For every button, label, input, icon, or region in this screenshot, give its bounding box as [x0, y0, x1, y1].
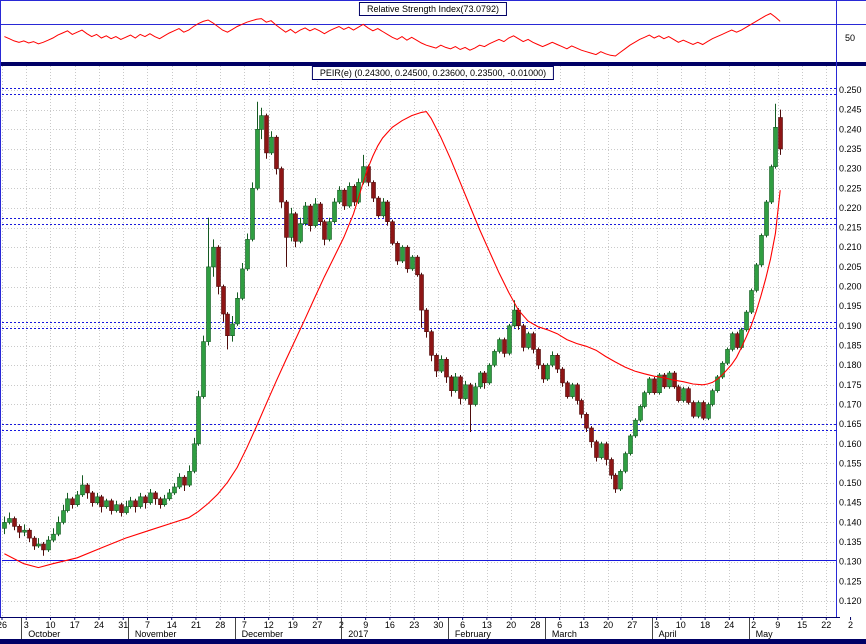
svg-text:27: 27: [312, 620, 322, 630]
ma-line: [4, 111, 781, 569]
svg-text:0.150: 0.150: [839, 478, 862, 488]
rsi-line: [4, 12, 781, 57]
svg-text:0.125: 0.125: [839, 576, 862, 586]
moving-average-line: [4, 111, 781, 569]
svg-text:7: 7: [242, 620, 247, 630]
svg-text:28: 28: [215, 620, 225, 630]
price-title-text: PEIR(e) (0.24300, 0.24500, 0.23600, 0.23…: [319, 68, 547, 78]
svg-text:0.180: 0.180: [839, 360, 862, 370]
svg-text:0.225: 0.225: [839, 183, 862, 193]
rsi-title-text: Relative Strength Index(73.0792): [366, 4, 500, 14]
svg-text:0.140: 0.140: [839, 517, 862, 527]
svg-text:17: 17: [70, 620, 80, 630]
svg-text:0.205: 0.205: [839, 262, 862, 272]
svg-text:0.190: 0.190: [839, 321, 862, 331]
svg-text:0.135: 0.135: [839, 537, 862, 547]
svg-text:May: May: [756, 629, 774, 639]
svg-text:2: 2: [848, 620, 853, 630]
svg-text:6: 6: [460, 620, 465, 630]
svg-text:24: 24: [94, 620, 104, 630]
svg-text:9: 9: [775, 620, 780, 630]
rsi-plot: [0, 12, 866, 57]
svg-text:23: 23: [409, 620, 419, 630]
svg-text:0.160: 0.160: [839, 439, 862, 449]
svg-text:0.145: 0.145: [839, 498, 862, 508]
svg-text:0.235: 0.235: [839, 144, 862, 154]
svg-text:19: 19: [288, 620, 298, 630]
svg-text:0.200: 0.200: [839, 282, 862, 292]
svg-text:12: 12: [264, 620, 274, 630]
svg-text:February: February: [455, 629, 492, 639]
svg-text:10: 10: [45, 620, 55, 630]
svg-text:14: 14: [167, 620, 177, 630]
svg-text:0.215: 0.215: [839, 223, 862, 233]
rsi-title-box: Relative Strength Index(73.0792): [358, 2, 508, 16]
svg-text:November: November: [135, 629, 177, 639]
svg-text:24: 24: [724, 620, 734, 630]
svg-text:20: 20: [603, 620, 613, 630]
svg-text:13: 13: [579, 620, 589, 630]
price-axis-labels: 0.250 0.245 0.240 0.235 0.230 0.225 0.220 0.215…: [839, 33, 862, 606]
svg-text:21: 21: [191, 620, 201, 630]
svg-text:April: April: [659, 629, 677, 639]
svg-text:October: October: [28, 629, 60, 639]
support-resistance-lines: [2, 88, 836, 561]
svg-text:0.195: 0.195: [839, 301, 862, 311]
svg-text:6: 6: [557, 620, 562, 630]
svg-text:0.155: 0.155: [839, 458, 862, 468]
svg-text:0.245: 0.245: [839, 105, 862, 115]
svg-text:10: 10: [676, 620, 686, 630]
svg-text:2: 2: [751, 620, 756, 630]
svg-text:7: 7: [145, 620, 150, 630]
svg-text:0.230: 0.230: [839, 164, 862, 174]
date-axis: 2631017243171421287121927291623306132028…: [0, 617, 853, 639]
svg-text:0.170: 0.170: [839, 400, 862, 410]
candles: [2, 101, 783, 556]
svg-text:31: 31: [118, 620, 128, 630]
svg-text:0.220: 0.220: [839, 203, 862, 213]
rsi-axis-label: 50: [845, 33, 855, 43]
svg-text:0.130: 0.130: [839, 557, 862, 567]
svg-text:15: 15: [797, 620, 807, 630]
svg-text:20: 20: [506, 620, 516, 630]
svg-text:0.165: 0.165: [839, 419, 862, 429]
svg-text:0.120: 0.120: [839, 596, 862, 606]
svg-text:2017: 2017: [348, 629, 368, 639]
svg-text:December: December: [242, 629, 284, 639]
svg-text:0.185: 0.185: [839, 341, 862, 351]
svg-text:30: 30: [433, 620, 443, 630]
price-title-box: PEIR(e) (0.24300, 0.24500, 0.23600, 0.23…: [311, 66, 555, 80]
svg-text:0.250: 0.250: [839, 85, 862, 95]
svg-text:13: 13: [482, 620, 492, 630]
svg-text:22: 22: [821, 620, 831, 630]
svg-text:3: 3: [24, 620, 29, 630]
grid-lines: [2, 66, 836, 617]
svg-text:18: 18: [700, 620, 710, 630]
svg-text:0.210: 0.210: [839, 242, 862, 252]
svg-text:March: March: [552, 629, 577, 639]
svg-text:27: 27: [627, 620, 637, 630]
svg-text:0.240: 0.240: [839, 124, 862, 134]
svg-text:3: 3: [654, 620, 659, 630]
svg-text:26: 26: [0, 620, 7, 630]
svg-text:0.175: 0.175: [839, 380, 862, 390]
svg-text:16: 16: [385, 620, 395, 630]
svg-text:9: 9: [363, 620, 368, 630]
svg-text:28: 28: [530, 620, 540, 630]
